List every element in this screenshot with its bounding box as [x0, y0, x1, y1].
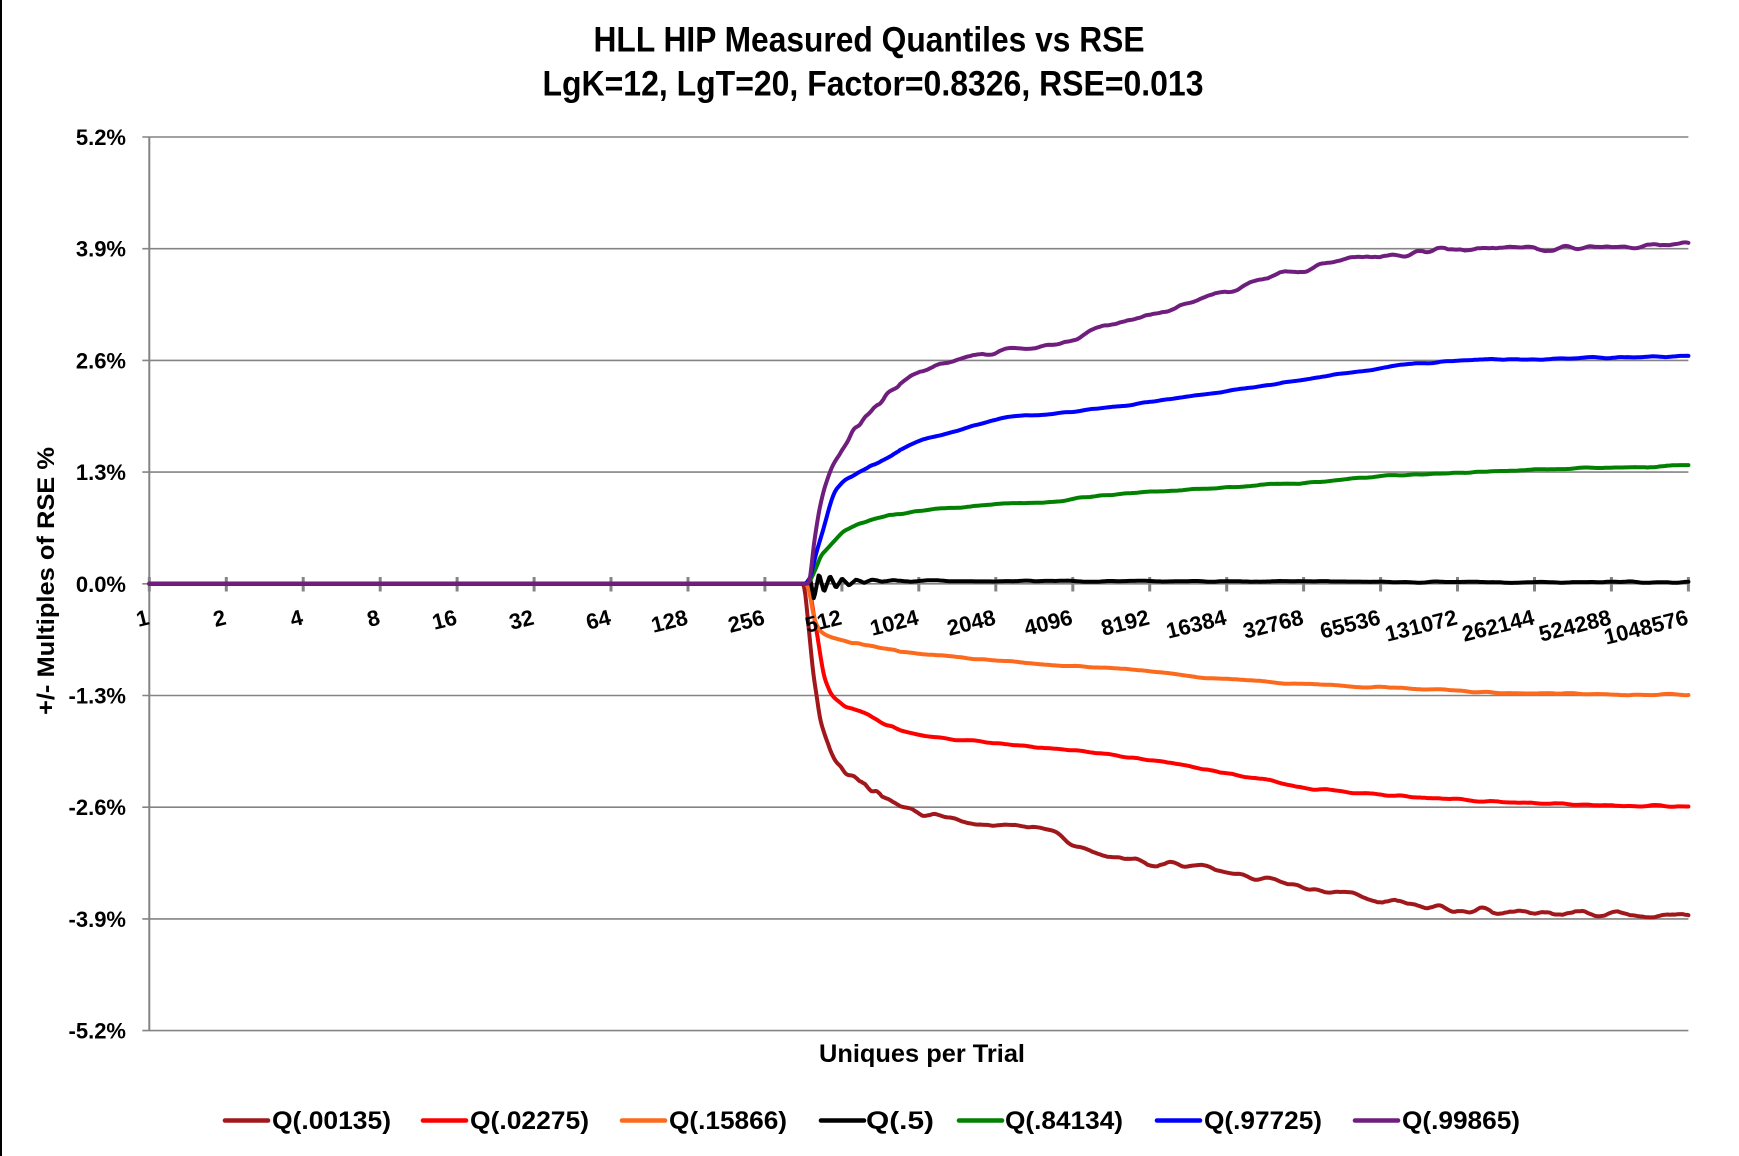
svg-text:Q(.02275): Q(.02275)	[470, 1107, 589, 1135]
svg-text:Q(.5): Q(.5)	[866, 1107, 934, 1135]
svg-text:Q(.84134): Q(.84134)	[1005, 1107, 1123, 1135]
svg-text:3.9%: 3.9%	[76, 237, 126, 262]
svg-text:LgK=12, LgT=20, Factor=0.8326,: LgK=12, LgT=20, Factor=0.8326, RSE=0.013	[543, 65, 1204, 104]
svg-text:Q(.00135): Q(.00135)	[272, 1107, 391, 1135]
svg-text:8: 8	[364, 605, 382, 632]
svg-text:HLL HIP Measured Quantiles vs: HLL HIP Measured Quantiles vs RSE	[594, 21, 1145, 60]
svg-text:1.3%: 1.3%	[76, 460, 126, 485]
svg-text:5.2%: 5.2%	[76, 125, 126, 150]
svg-text:16: 16	[430, 605, 460, 635]
svg-text:Q(.97725): Q(.97725)	[1204, 1107, 1322, 1135]
svg-text:1: 1	[134, 605, 152, 632]
svg-text:Q(.99865): Q(.99865)	[1402, 1107, 1520, 1135]
svg-text:2.6%: 2.6%	[76, 348, 126, 373]
svg-text:-1.3%: -1.3%	[69, 684, 126, 709]
svg-text:-5.2%: -5.2%	[69, 1019, 126, 1044]
svg-text:Uniques per Trial: Uniques per Trial	[819, 1040, 1025, 1068]
svg-text:Q(.15866): Q(.15866)	[669, 1107, 787, 1135]
svg-text:+/- Multiples of RSE %: +/- Multiples of RSE %	[33, 447, 60, 715]
svg-text:2: 2	[211, 605, 229, 632]
svg-text:-3.9%: -3.9%	[69, 907, 126, 932]
svg-text:32: 32	[507, 605, 537, 635]
svg-text:0.0%: 0.0%	[76, 572, 126, 597]
svg-text:-2.6%: -2.6%	[69, 795, 126, 820]
